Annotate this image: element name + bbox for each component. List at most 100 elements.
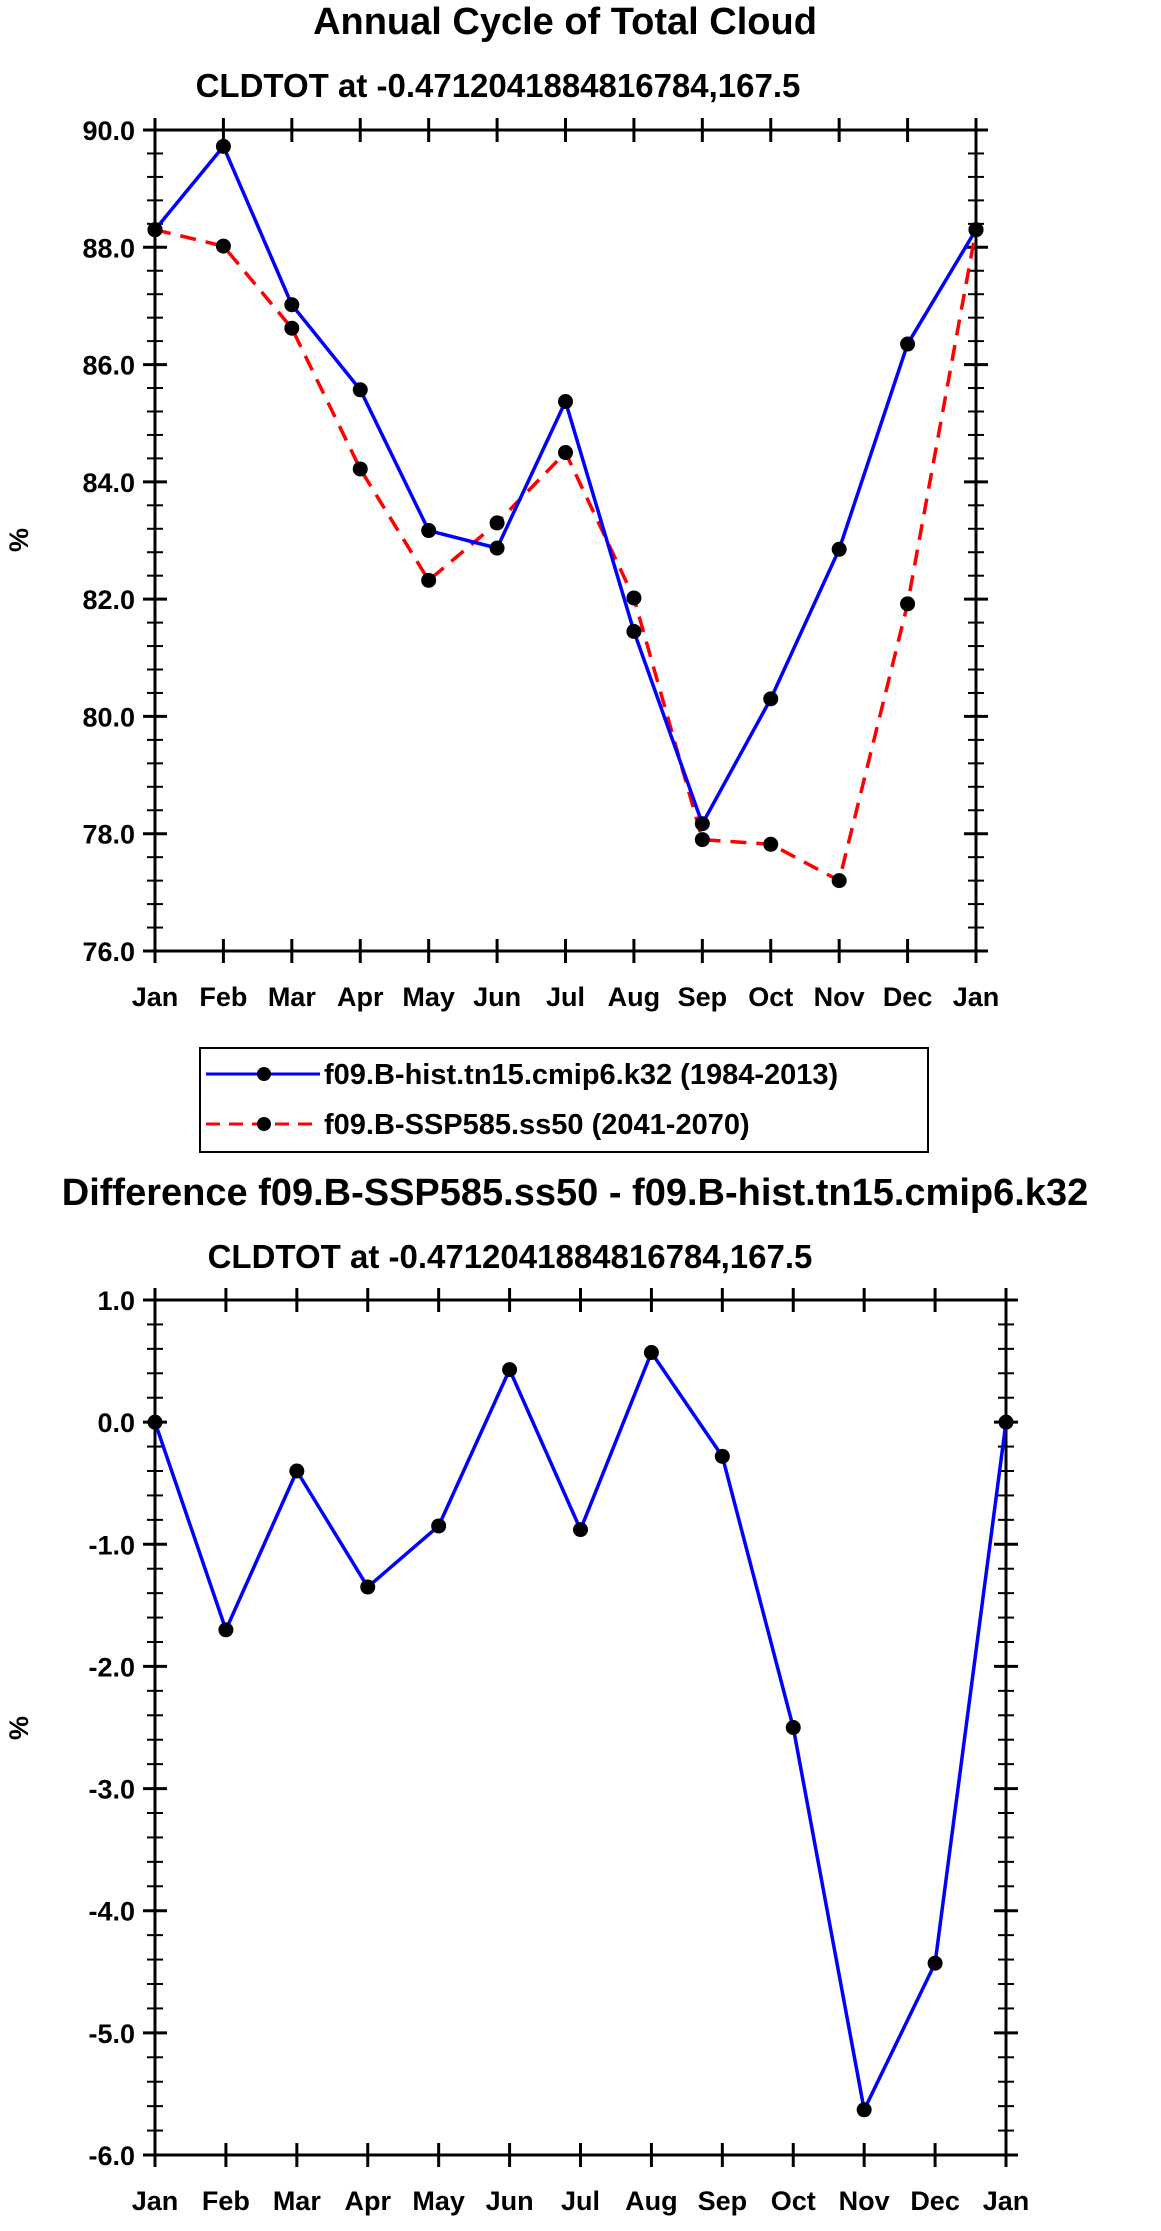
legend-marker-hist [257,1067,271,1081]
legend-label-hist: f09.B-hist.tn15.cmip6.k32 (1984-2013) [324,1059,838,1091]
series-0-point [147,1414,163,1430]
legend-marker-ssp [257,1117,271,1131]
x-tick-label: Mar [273,2186,322,2216]
chart1-legend: f09.B-hist.tn15.cmip6.k32 (1984-2013) f0… [199,1047,929,1153]
series-1-point [147,222,163,238]
series-0-point [927,1955,943,1971]
x-tick-label: Jan [953,982,1000,1012]
x-tick-label: Aug [625,2186,677,2216]
x-tick-label: Feb [202,2186,250,2216]
x-tick-label: Nov [814,982,865,1012]
x-tick-label: Apr [345,2186,392,2216]
series-0-point [626,623,642,639]
chart1-subtitle: CLDTOT at -0.4712041884816784,167.5 [196,67,801,104]
series-0-point [643,1345,659,1361]
x-tick-label: Dec [883,982,933,1012]
chart2-ylabel: % [4,1716,34,1740]
series-1-point [831,873,847,889]
series-1-point [421,572,437,588]
series-0-point [763,691,779,707]
series-0-point [215,138,231,154]
y-tick-label: -4.0 [88,1897,135,1927]
series-1-point [968,222,984,238]
y-tick-label: -5.0 [88,2019,135,2049]
series-1-point [489,515,505,531]
legend-box [199,1047,929,1153]
series-0-point [900,336,916,352]
x-tick-label: Jun [473,982,521,1012]
x-tick-label: Mar [268,982,317,1012]
legend-label-ssp: f09.B-SSP585.ss50 (2041-2070) [324,1109,750,1141]
plot-frame [153,128,978,953]
panel-annual-cycle: Annual Cycle of Total Cloud CLDTOT at -0… [4,1,999,1153]
x-tick-label: Nov [839,2186,890,2216]
series-0-point [502,1362,518,1378]
series-line-0 [153,1350,1008,2112]
y-tick-label: 76.0 [82,937,135,967]
series-1-point [284,320,300,336]
x-tick-label: Feb [199,982,247,1012]
series-0-point [360,1579,376,1595]
panel-difference: Difference f09.B-SSP585.ss50 - f09.B-his… [4,1172,1088,2216]
x-tick-label: Jan [983,2186,1030,2216]
series-0-point [489,540,505,556]
y-tick-label: 1.0 [97,1286,135,1316]
chart2-title: Difference f09.B-SSP585.ss50 - f09.B-his… [62,1172,1088,1214]
series-1-point [763,836,779,852]
x-tick-label: Sep [678,982,728,1012]
y-tick-label: 86.0 [82,351,135,381]
series-0-point [218,1622,234,1638]
chart1-title: Annual Cycle of Total Cloud [313,1,817,43]
series-line-1 [154,227,978,883]
x-tick-label: Aug [608,982,660,1012]
series-1-point [626,590,642,606]
chart1-ylabel: % [4,528,34,552]
y-tick-label: -2.0 [88,1652,135,1682]
x-tick-label: Oct [771,2186,816,2216]
series-0-point [431,1518,447,1534]
x-tick-label: Jan [132,2186,179,2216]
series-0-point [998,1414,1014,1430]
chart1-plot-area: 76.0 78.0 80.0 82.0 84.0 86.0 88.0 90.0 Jan Feb Ma… [82,116,999,1012]
series-1-point [352,461,368,477]
x-tick-label: Jul [561,2186,600,2216]
x-tick-label: Jan [132,982,179,1012]
y-tick-label: 82.0 [82,585,135,615]
x-tick-label: Jul [546,982,585,1012]
series-0-point [558,394,573,410]
series-0-point [421,523,437,539]
y-tick-label: 80.0 [82,702,135,732]
y-tick-label: 84.0 [82,468,135,498]
series-0-point [573,1522,588,1538]
series-0-point [352,382,368,398]
series-1-point [558,445,573,461]
series-0-point [714,1448,730,1464]
y-tick-label: -1.0 [88,1530,135,1560]
x-tick-label: May [412,2186,465,2216]
chart2-subtitle: CLDTOT at -0.4712041884816784,167.5 [208,1238,813,1275]
y-tick-label: -6.0 [88,2141,135,2171]
series-0-point [785,1720,801,1735]
series-0-point [831,541,847,557]
series-0-point [284,297,300,313]
x-tick-label: Dec [910,2186,960,2216]
x-tick-label: May [402,982,455,1012]
plot-frame [153,1298,1008,2157]
series-0-point [289,1463,305,1479]
series-0-point [694,816,710,832]
series-line-0 [153,144,978,826]
series-0-point [856,2102,872,2118]
y-tick-label: -3.0 [88,1775,135,1805]
x-tick-label: Apr [337,982,384,1012]
x-tick-label: Jun [486,2186,534,2216]
x-tick-label: Oct [748,982,793,1012]
y-tick-label: 90.0 [82,116,135,146]
y-tick-label: 78.0 [82,820,135,850]
chart2-plot-area: -6.0 -5.0 -4.0 -3.0 -2.0 -1.0 0.0 1.0 Jan Feb Mar A… [88,1286,1029,2216]
series-1-point [215,238,231,254]
series-1-point [900,596,916,612]
y-tick-label: 0.0 [97,1408,135,1438]
x-tick-label: Sep [698,2186,748,2216]
series-1-point [694,832,710,848]
